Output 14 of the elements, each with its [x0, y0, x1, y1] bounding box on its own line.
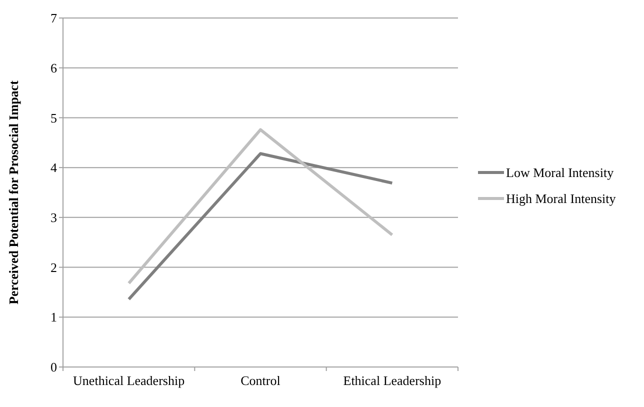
- y-tick-label: 7: [50, 10, 58, 26]
- x-tick-label: Unethical Leadership: [73, 373, 185, 388]
- y-tick-label: 2: [50, 260, 57, 275]
- y-tick-label: 0: [50, 360, 57, 375]
- x-tick-label: Ethical Leadership: [343, 373, 442, 388]
- y-tick-label: 4: [50, 160, 58, 176]
- y-axis-title: Perceived Potential for Prosocial Impact: [6, 80, 21, 304]
- x-tick-label: Control: [240, 373, 281, 388]
- y-tick-label: 1: [50, 310, 57, 325]
- legend-label: Low Moral Intensity: [506, 165, 614, 180]
- y-tick-label: 6: [50, 60, 58, 76]
- legend-label: High Moral Intensity: [506, 191, 616, 206]
- y-tick-label: 3: [50, 210, 57, 225]
- y-tick-label: 5: [50, 110, 57, 126]
